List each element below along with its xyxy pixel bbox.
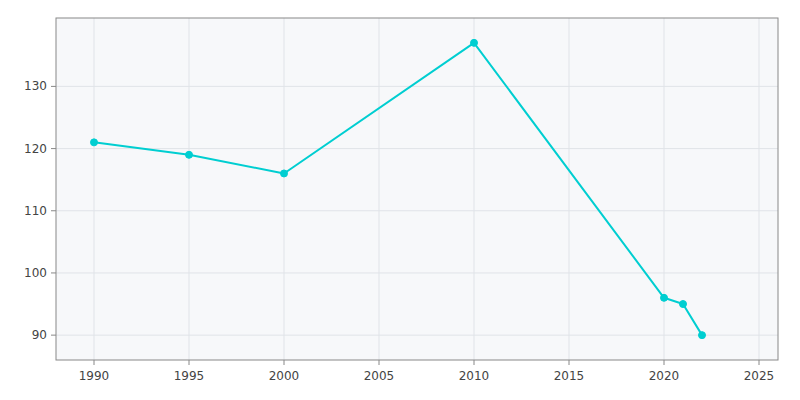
chart-svg: 1990 1995 2000 2005 2010 2015 2020 2025 90 100 110… <box>0 0 800 400</box>
x-tick-label: 1995 <box>174 369 205 383</box>
x-grid-line <box>189 18 190 360</box>
x-tick-label: 2020 <box>649 369 680 383</box>
x-tick <box>94 360 95 365</box>
x-tick <box>474 360 475 365</box>
x-grid-line <box>94 18 95 360</box>
x-grid-line <box>379 18 380 360</box>
point <box>471 39 478 46</box>
plot-background <box>56 18 778 360</box>
y-grid-line <box>56 148 778 149</box>
y-tick <box>51 86 56 87</box>
grid <box>56 18 778 360</box>
y-tick <box>51 148 56 149</box>
x-tick-label: 2005 <box>364 369 395 383</box>
y-tick <box>51 272 56 273</box>
point <box>661 294 668 301</box>
point <box>281 170 288 177</box>
y-tick-label: 110 <box>24 204 47 218</box>
x-grid-line <box>664 18 665 360</box>
y-tick <box>51 210 56 211</box>
x-tick <box>759 360 760 365</box>
y-grid-line <box>56 272 778 273</box>
y-tick-label: 100 <box>24 266 47 280</box>
x-grid-line <box>569 18 570 360</box>
y-tick-label: 130 <box>24 79 47 93</box>
x-tick-label: 1990 <box>79 369 110 383</box>
point <box>186 151 193 158</box>
x-tick <box>379 360 380 365</box>
y-grid-line <box>56 210 778 211</box>
x-tick-label: 2010 <box>459 369 490 383</box>
plot-frame <box>56 18 778 360</box>
point <box>680 301 687 308</box>
y-grid-line <box>56 86 778 87</box>
line <box>94 43 702 335</box>
x-tick <box>569 360 570 365</box>
x-grid-line <box>284 18 285 360</box>
series <box>91 39 706 338</box>
x-tick <box>284 360 285 365</box>
y-grid-line <box>56 335 778 336</box>
x-tick-label: 2025 <box>744 369 775 383</box>
point <box>91 139 98 146</box>
x-grid-line <box>474 18 475 360</box>
x-tick-label: 2015 <box>554 369 585 383</box>
y-tick <box>51 335 56 336</box>
point <box>699 332 706 339</box>
y-tick-label: 120 <box>24 142 47 156</box>
x-grid-line <box>759 18 760 360</box>
y-tick-label: 90 <box>32 328 47 342</box>
chart-container: 1990 1995 2000 2005 2010 2015 2020 2025 90 100 110… <box>0 0 800 400</box>
x-tick-label: 2000 <box>269 369 300 383</box>
x-tick <box>664 360 665 365</box>
x-tick <box>189 360 190 365</box>
